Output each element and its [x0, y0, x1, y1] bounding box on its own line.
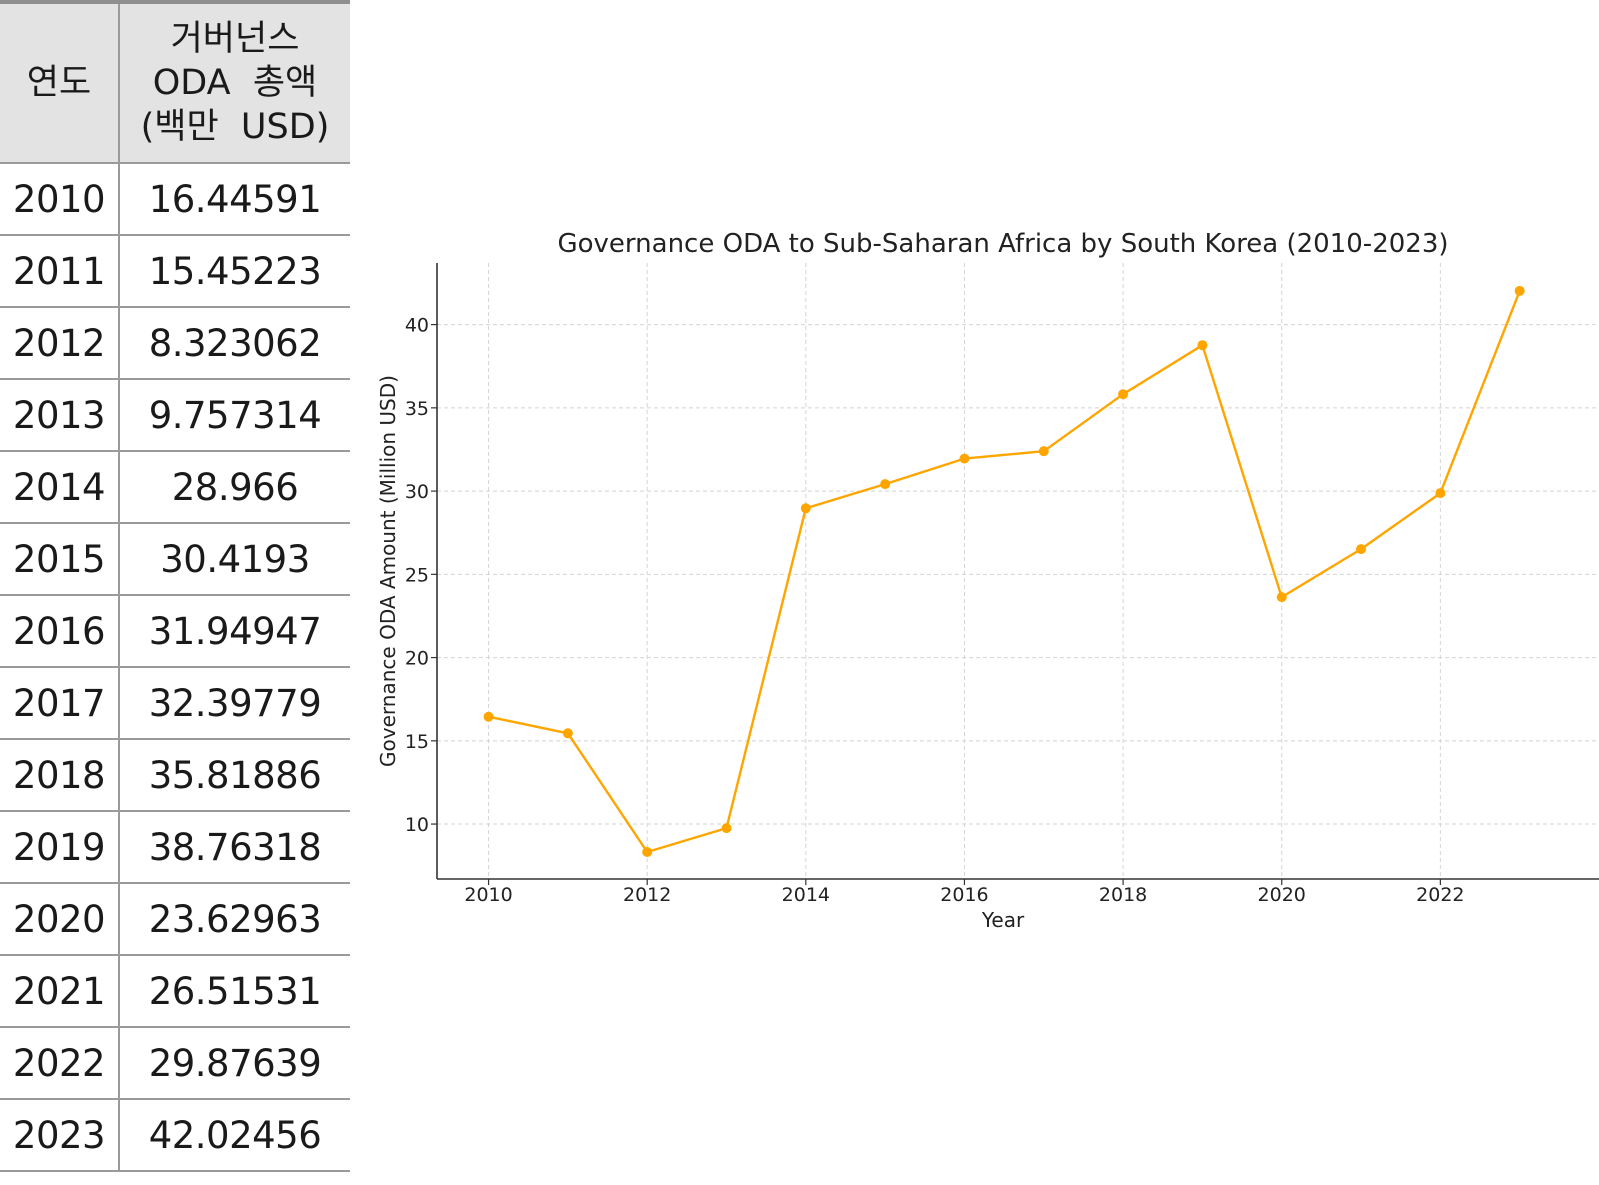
data-point [1356, 544, 1367, 555]
series-line [488, 290, 1521, 854]
x-tick-label: 2010 [464, 884, 512, 906]
year-column-header: 연도 [0, 0, 120, 164]
series [483, 285, 1525, 857]
year-cell: 2021 [0, 955, 120, 1028]
table-row: 2013 9.757314 [0, 379, 350, 452]
data-point [1038, 446, 1049, 457]
table-header-row: 연도 거버넌스 ODA 총액 (백만 USD) [0, 0, 350, 164]
table-row: 2022 29.87639 [0, 1027, 350, 1100]
year-cell: 2022 [0, 1027, 120, 1100]
year-cell: 2014 [0, 451, 120, 524]
y-tick-label: 10 [405, 814, 429, 836]
table-row: 2016 31.94947 [0, 595, 350, 668]
amount-cell: 28.966 [119, 451, 350, 524]
year-cell: 2010 [0, 163, 120, 236]
data-point [1118, 389, 1129, 400]
amount-cell: 32.39779 [119, 667, 350, 740]
x-tick-label: 2022 [1416, 884, 1464, 906]
year-cell: 2018 [0, 739, 120, 812]
amount-column-header: 거버넌스 ODA 총액 (백만 USD) [119, 0, 350, 164]
data-point [721, 823, 732, 834]
table-row: 2021 26.51531 [0, 955, 350, 1028]
amount-header-line: 거버넌스 [170, 19, 300, 59]
tick-labels: 2010 2012 2014 2016 2018 2020 2022 10 15 20 25 30 35… [405, 315, 1465, 906]
table-row: 2023 42.02456 [0, 1099, 350, 1172]
line-chart: Governance ODA to Sub-Saharan Africa by … [376, 229, 1599, 932]
y-tick-label: 35 [405, 398, 429, 420]
year-cell: 2012 [0, 307, 120, 380]
table-row: 2011 15.45223 [0, 235, 350, 308]
table-row: 2017 32.39779 [0, 667, 350, 740]
grid [437, 263, 1599, 879]
x-tick-label: 2018 [1099, 884, 1147, 906]
chart-title: Governance ODA to Sub-Saharan Africa by … [557, 229, 1448, 259]
data-point [1435, 488, 1446, 499]
amount-cell: 42.02456 [119, 1099, 350, 1172]
data-point [1197, 340, 1208, 351]
table-body: 2010 16.44591 2011 15.45223 2012 8.323062 2013… [0, 163, 350, 1172]
amount-header-line: (백만 USD) [140, 107, 330, 147]
year-cell: 2023 [0, 1099, 120, 1172]
year-cell: 2015 [0, 523, 120, 596]
data-point [880, 479, 891, 490]
data-point [562, 728, 573, 739]
table-row: 2014 28.966 [0, 451, 350, 524]
amount-cell: 26.51531 [119, 955, 350, 1028]
y-tick-label: 20 [405, 648, 429, 670]
table-row: 2018 35.81886 [0, 739, 350, 812]
year-cell: 2017 [0, 667, 120, 740]
table-row: 2015 30.4193 [0, 523, 350, 596]
y-tick-label: 30 [405, 481, 429, 503]
y-tick-label: 15 [405, 731, 429, 753]
data-point [959, 453, 970, 464]
data-point [483, 711, 494, 722]
amount-cell: 16.44591 [119, 163, 350, 236]
amount-cell: 29.87639 [119, 1027, 350, 1100]
table-row: 2019 38.76318 [0, 811, 350, 884]
y-tick-label: 40 [405, 315, 429, 337]
amount-cell: 30.4193 [119, 523, 350, 596]
y-axis-label: Governance ODA Amount (Million USD) [376, 375, 400, 767]
data-point [800, 503, 811, 514]
amount-cell: 23.62963 [119, 883, 350, 956]
data-point [1514, 285, 1525, 296]
table-row: 2020 23.62963 [0, 883, 350, 956]
x-tick-label: 2020 [1258, 884, 1306, 906]
amount-cell: 15.45223 [119, 235, 350, 308]
axes [431, 263, 1599, 885]
x-tick-label: 2012 [623, 884, 671, 906]
table-row: 2012 8.323062 [0, 307, 350, 380]
data-point [642, 846, 653, 857]
amount-cell: 9.757314 [119, 379, 350, 452]
y-tick-label: 25 [405, 564, 429, 586]
data-table: 연도 거버넌스 ODA 총액 (백만 USD) 2010 16.44591 2011… [0, 0, 350, 1172]
x-tick-label: 2014 [782, 884, 830, 906]
amount-cell: 35.81886 [119, 739, 350, 812]
year-cell: 2019 [0, 811, 120, 884]
amount-cell: 38.76318 [119, 811, 350, 884]
year-cell: 2016 [0, 595, 120, 668]
amount-cell: 31.94947 [119, 595, 350, 668]
table-row: 2010 16.44591 [0, 163, 350, 236]
x-tick-label: 2016 [940, 884, 988, 906]
x-axis-label: Year [981, 908, 1025, 932]
year-cell: 2020 [0, 883, 120, 956]
year-cell: 2011 [0, 235, 120, 308]
data-point [1276, 592, 1287, 603]
year-cell: 2013 [0, 379, 120, 452]
amount-cell: 8.323062 [119, 307, 350, 380]
amount-header-line: ODA 총액 [152, 63, 318, 103]
